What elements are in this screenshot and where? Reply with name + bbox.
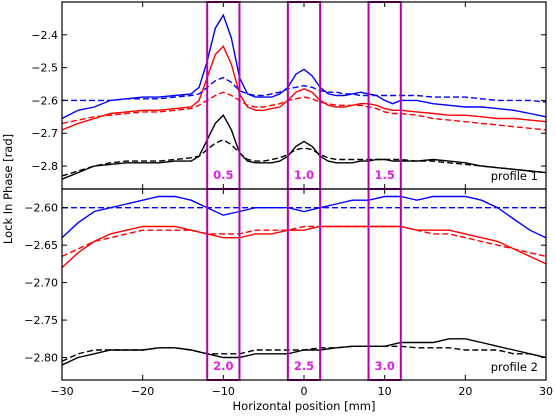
- region-label-2: 2.5: [294, 359, 314, 373]
- y-tick-label: −2.60: [24, 202, 58, 215]
- region-box-1: [206, 188, 241, 381]
- y-tick-label: −2.70: [24, 277, 58, 290]
- x-tick-label: 20: [458, 385, 472, 398]
- series-line-1: [61, 13, 547, 120]
- x-tick-label: −20: [131, 385, 154, 398]
- series-line-4: [61, 91, 547, 131]
- series-line-3: [61, 225, 547, 269]
- series-line-1: [61, 195, 547, 239]
- series-line-6: [61, 139, 547, 177]
- region-box-2: [286, 188, 322, 381]
- x-tick-label: 0: [301, 385, 308, 398]
- region-box-1: [206, 1, 241, 190]
- y-tick-label: −2.7: [31, 127, 58, 140]
- y-tick-label: −2.65: [24, 239, 58, 252]
- x-axis-title: Horizontal position [mm]: [233, 399, 376, 413]
- series-line-5: [61, 114, 547, 180]
- series-line-2: [62, 76, 547, 103]
- plot-frame: [61, 188, 547, 381]
- panel-top: 0.5 1.0 1.5 −2.8 −2.7 −2.6 −2.5 −2.4 profile 1: [31, 1, 547, 190]
- series-line-3: [61, 45, 547, 131]
- profile-annotation: profile 2: [491, 360, 538, 374]
- x-tick-label: −10: [212, 385, 235, 398]
- region-label-1: 2.0: [213, 359, 233, 373]
- y-tick-label: −2.8: [31, 160, 58, 173]
- x-tick-label: 10: [378, 385, 392, 398]
- y-tick-label: −2.5: [31, 62, 58, 75]
- y-tick-label: −2.6: [31, 94, 58, 107]
- profile-annotation: profile 1: [491, 169, 538, 183]
- series-line-6: [61, 345, 547, 362]
- y-tick-label: −2.80: [24, 352, 58, 365]
- series-line-4: [61, 225, 547, 258]
- region-label-3: 1.5: [374, 168, 394, 182]
- region-label-1: 0.5: [213, 168, 233, 182]
- x-tick-label: −30: [50, 385, 73, 398]
- region-label-3: 3.0: [374, 359, 394, 373]
- panel-bottom: 2.0 2.5 3.0 −2.80 −2.75 −2.70 −2.65 −2.60 −30 −20…: [24, 188, 553, 398]
- region-box-3: [367, 188, 402, 381]
- y-tick-label: −2.4: [31, 29, 58, 42]
- region-label-2: 1.0: [294, 168, 314, 182]
- x-tick-label: 30: [539, 385, 553, 398]
- y-tick-label: −2.75: [24, 314, 58, 327]
- y-axis-title: Lock In Phase [rad]: [1, 134, 15, 244]
